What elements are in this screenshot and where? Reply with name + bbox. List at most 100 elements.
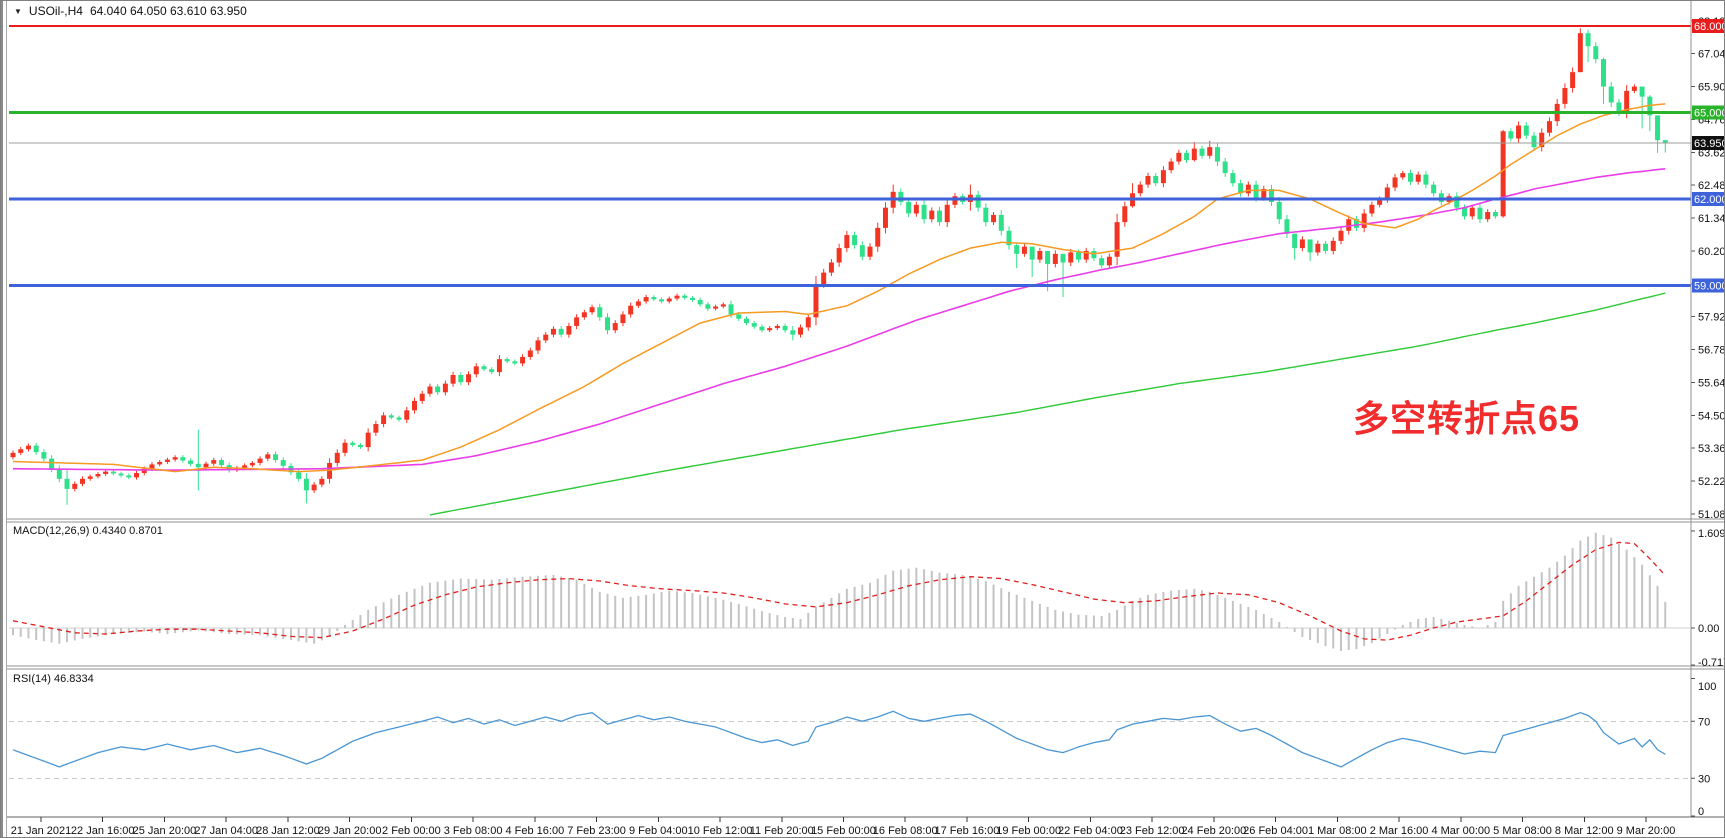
candle-body [188,460,194,464]
candle-body [442,383,448,393]
candle-body [134,473,140,478]
candle-body [944,204,950,223]
candle-body [597,307,603,318]
macd-tick-label: 1.6093 [1698,528,1725,540]
candle-body [280,460,286,466]
candle-body [180,457,186,461]
candle-body [49,458,55,469]
candle-body [396,417,402,420]
candle-body [319,478,325,485]
candle-body [705,304,711,309]
candle-body [728,304,734,315]
panel-borders [1,1,1724,818]
candle-body [1353,219,1359,228]
price-tick-label: 62.480 [1698,180,1725,192]
price-flag-label: 63.950 [1694,138,1725,150]
symbol-dropdown-icon[interactable]: ▼ [14,6,22,16]
candle-body [427,386,433,394]
candle-body [1500,131,1506,217]
candle-body [898,191,904,202]
time-tick-label: 27 Jan 04:00 [194,825,258,837]
time-tick-label: 11 Feb 20:00 [750,825,814,837]
candle-body [836,248,842,263]
candle-body [242,465,248,468]
rsi-panel[interactable]: 100 70 30 0 [9,678,1716,819]
candle-body [33,445,39,453]
candle-body [72,483,78,489]
candle-body [373,424,379,433]
candle-body [1106,256,1112,266]
time-tick-label: 9 Feb 04:00 [629,825,688,837]
candle-body [1431,184,1437,194]
candle-body [1639,86,1645,97]
candle-body [1384,187,1390,200]
time-tick-label: 19 Feb 00:00 [996,825,1061,837]
candle-body [875,227,881,247]
candle-body [41,452,47,459]
candle-body [10,452,16,458]
price-tick-label: 67.040 [1698,49,1725,61]
time-tick-label: 22 Jan 16:00 [71,825,135,837]
candle-body [574,317,580,326]
time-tick-label: 17 Feb 16:00 [935,825,1000,837]
candle-body [1099,258,1105,266]
price-flag-62.000 [1692,192,1724,207]
candle-body [1616,102,1622,113]
candle-body [1508,131,1514,139]
candle-body [257,458,263,463]
candle-body [620,314,626,324]
candle-body [103,471,109,475]
time-tick-label: 4 Mar 00:00 [1431,825,1490,837]
candle-body [1315,243,1321,253]
candle-body [419,393,425,401]
time-tick-label: 10 Feb 12:00 [688,825,753,837]
candle-body [937,210,943,223]
time-tick-label: 24 Feb 20:00 [1181,825,1246,837]
price-tick-label: 65.900 [1698,82,1725,94]
price-tick-label: 51.080 [1698,509,1725,521]
rsi-line [12,710,1666,768]
price-tick-label: 55.640 [1698,377,1725,389]
candle-body [1601,59,1607,87]
horizontal-level-lines[interactable]: 68.000 65.000 63.950 62.000 59.000 [9,19,1725,293]
candle-body [991,214,997,223]
candle-body [852,235,858,246]
price-tick-label: 54.500 [1698,410,1725,422]
candle-body [628,305,634,315]
candle-body [867,246,873,257]
candle-body [844,235,850,249]
price-flag-59.000 [1692,278,1724,293]
candle-body [25,445,31,450]
candle-body [983,207,989,223]
candle-body [1045,250,1051,264]
candle-body [751,323,757,327]
macd-tick-label: 0.00 [1698,623,1719,635]
candle-body [504,359,510,362]
time-tick-label: 2 Feb 00:00 [382,825,441,837]
candle-body [1006,230,1012,246]
candle-body [1523,125,1529,136]
candle-body [87,476,93,479]
candle-body [550,328,556,335]
candle-body [913,204,919,214]
price-tick-label: 53.360 [1698,443,1725,455]
candle-body [1562,88,1568,104]
candle-body [1176,152,1182,162]
candle-body [605,317,611,331]
time-tick-label: 4 Feb 16:00 [505,825,564,837]
candle-body [1075,252,1081,260]
candle-body [743,318,749,324]
candle-body [1477,207,1483,220]
rsi-tick-label: 0 [1698,806,1704,818]
price-axis[interactable]: 68.18067.04065.90064.76063.62062.48061.3… [1691,16,1725,521]
candle-body [473,366,479,375]
price-tick-label: 61.340 [1698,213,1725,225]
price-flag-65.000 [1692,105,1724,120]
candle-body [211,460,217,464]
candle-body [859,245,865,257]
macd-panel[interactable]: 1.6093 0.00 -0.7172 [9,528,1725,669]
candle-body [782,325,788,331]
macd-tick-label: -0.7172 [1698,657,1725,669]
